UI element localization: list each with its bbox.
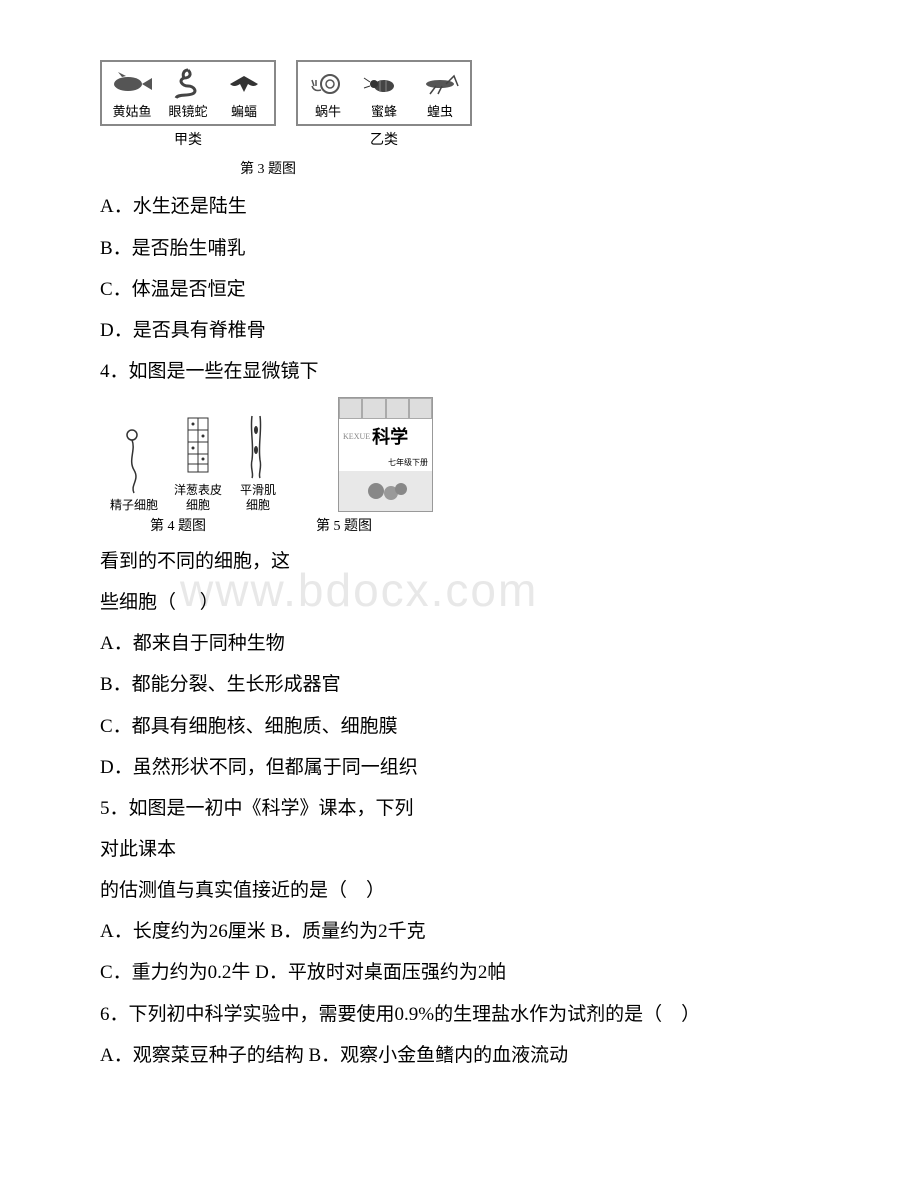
animal-snake: 眼镜蛇 (164, 66, 212, 120)
animal-label: 蝗虫 (427, 104, 453, 120)
cell-sperm: 精子细胞 (110, 425, 158, 512)
cell-label-l1: 平滑肌 (240, 483, 276, 497)
group-b-label: 乙类 (296, 128, 472, 154)
q3-option-b: B．是否胎生哺乳 (100, 231, 820, 266)
animal-label: 蜗牛 (315, 104, 341, 120)
cell-label-l2: 细胞 (186, 498, 210, 512)
onion-cell-icon (178, 410, 218, 480)
animal-label: 眼镜蛇 (168, 104, 207, 120)
q3-option-c: C．体温是否恒定 (100, 272, 820, 307)
animal-label: 黄姑鱼 (112, 104, 151, 120)
q5-stem-1: 5．如图是一初中《科学》课本，下列 (100, 791, 820, 826)
cell-label-l1: 洋葱表皮 (174, 483, 222, 497)
animal-locust: 蝗虫 (416, 66, 464, 120)
book-title: 科学 (372, 421, 408, 454)
q5-option-ab: A．长度约为26厘米 B．质量约为2千克 (100, 914, 820, 949)
q4-q5-captions: 第 4 题图 第 5 题图 (150, 514, 820, 540)
q5-stem-2: 对此课本 (100, 832, 820, 867)
q5-caption: 第 5 题图 (316, 514, 372, 540)
animal-bat: 蝙蝠 (220, 66, 268, 120)
bee-icon (360, 66, 408, 102)
q4-cont-1: 看到的不同的细胞，这 (100, 544, 820, 579)
cells-group: 精子细胞 洋葱表皮 细胞 (110, 410, 278, 512)
q5-stem-3: 的估测值与真实值接近的是（ ） (100, 873, 820, 908)
q4-stem: 4．如图是一些在显微镜下 (100, 354, 820, 389)
q3-option-d: D．是否具有脊椎骨 (100, 313, 820, 348)
book-subtitle: 七年级下册 (339, 456, 432, 471)
q5-option-cd: C．重力约为0.2牛 D．平放时对桌面压强约为2帕 (100, 955, 820, 990)
bat-icon (220, 66, 268, 102)
q4-option-a: A．都来自于同种生物 (100, 626, 820, 661)
animal-label: 蝙蝠 (231, 104, 257, 120)
cell-label: 精子细胞 (110, 498, 158, 512)
q6-stem: 6．下列初中科学实验中，需要使用0.9%的生理盐水作为试剂的是（ ） (100, 997, 820, 1032)
sperm-icon (114, 425, 154, 495)
q4-figure-row: 精子细胞 洋葱表皮 细胞 (110, 397, 820, 512)
fish-icon (108, 66, 156, 102)
animal-snail: 蜗牛 (304, 66, 352, 120)
locust-icon (416, 66, 464, 102)
animal-fish: 黄姑鱼 (108, 66, 156, 120)
snake-icon (164, 66, 212, 102)
q4-caption: 第 4 题图 (150, 514, 206, 540)
cell-onion: 洋葱表皮 细胞 (174, 410, 222, 512)
q4-option-d: D．虽然形状不同，但都属于同一组织 (100, 750, 820, 785)
animal-label: 蜜蜂 (371, 104, 397, 120)
q4-option-b: B．都能分裂、生长形成器官 (100, 667, 820, 702)
book-top-images (339, 398, 432, 419)
textbook: KEXUE 科学 七年级下册 (338, 397, 433, 512)
q4-option-c: C．都具有细胞核、细胞质、细胞膜 (100, 709, 820, 744)
q4-cont-2: 些细胞（ ） (100, 585, 820, 620)
q3-option-a: A．水生还是陆生 (100, 189, 820, 224)
q3-group-b: 蜗牛 蜜蜂 蝗虫 乙类 (296, 60, 472, 153)
book-cover-image (339, 471, 432, 511)
cell-label-l2: 细胞 (246, 498, 270, 512)
animal-bee: 蜜蜂 (360, 66, 408, 120)
book-brand: KEXUE (343, 430, 370, 445)
q6-option-ab: A．观察菜豆种子的结构 B．观察小金鱼鳍内的血液流动 (100, 1038, 820, 1073)
q3-group-a: 黄姑鱼 眼镜蛇 蝙蝠 甲类 (100, 60, 276, 153)
muscle-cell-icon (238, 410, 278, 480)
q3-caption: 第 3 题图 (240, 157, 820, 183)
cell-muscle: 平滑肌 细胞 (238, 410, 278, 512)
snail-icon (304, 66, 352, 102)
group-a-label: 甲类 (100, 128, 276, 154)
q3-figure-row: 黄姑鱼 眼镜蛇 蝙蝠 甲类 (100, 60, 820, 153)
